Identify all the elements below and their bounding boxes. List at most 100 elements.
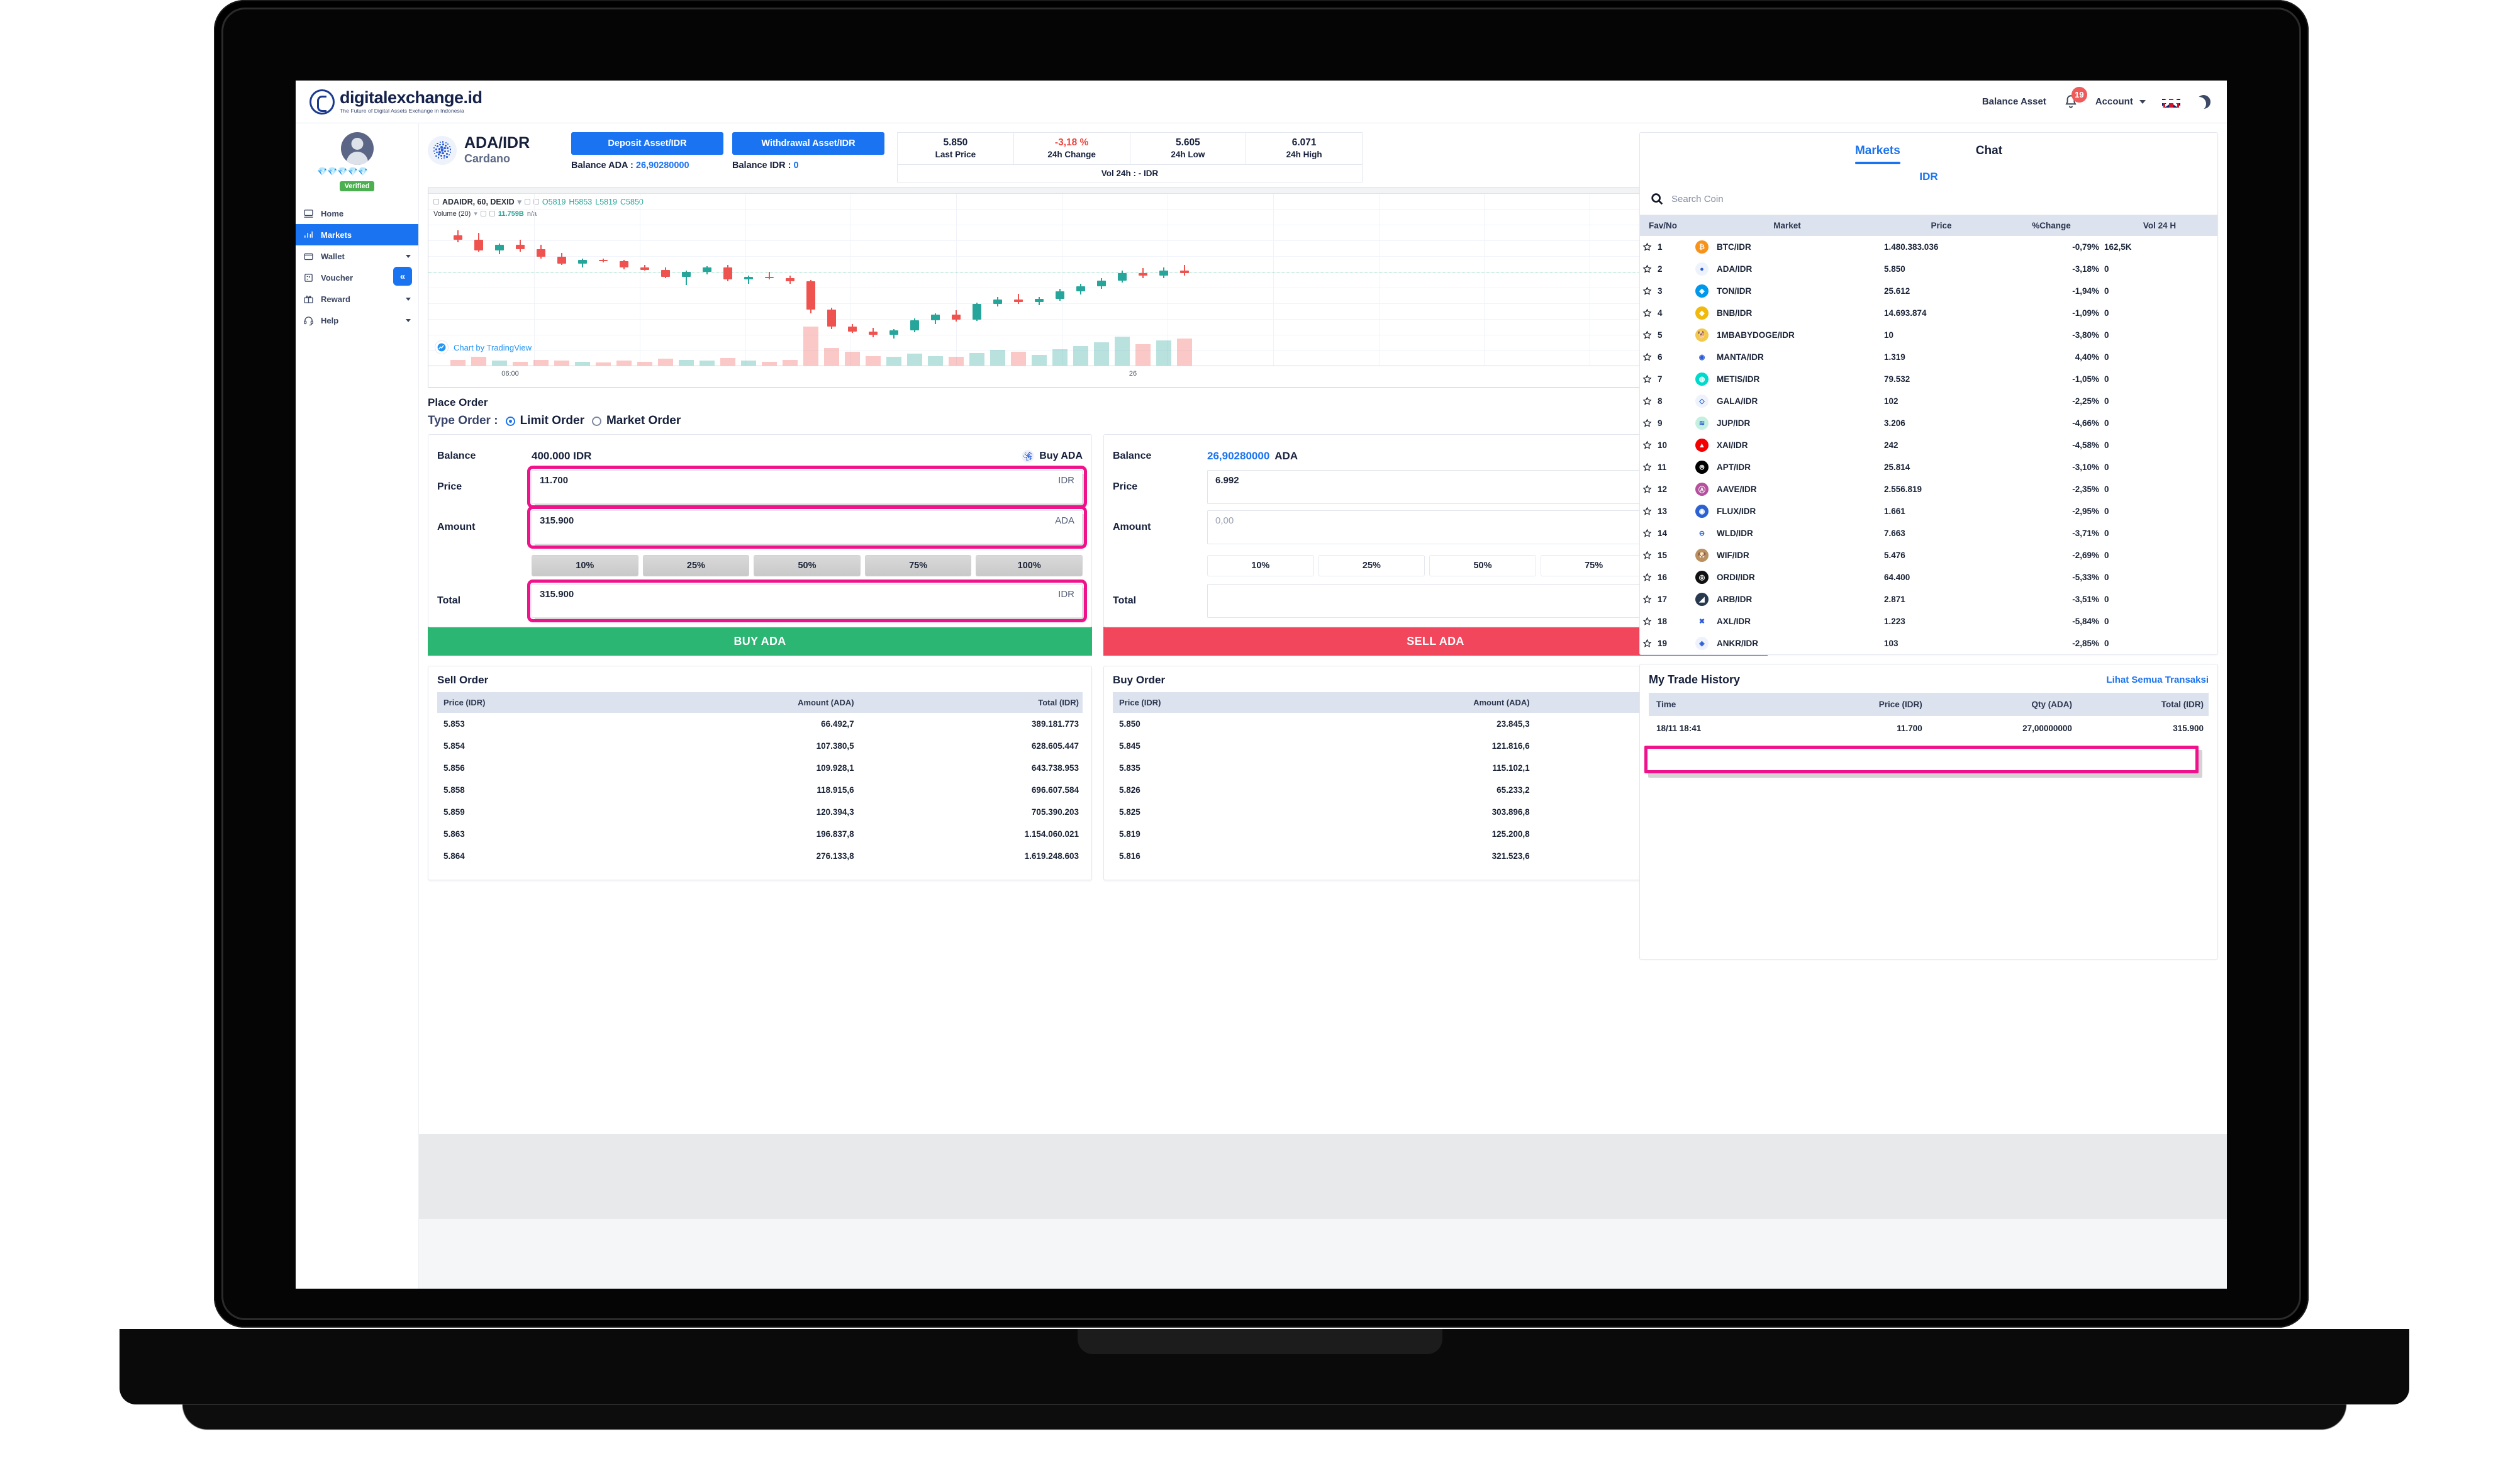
market-row[interactable]: 10 ▲ XAI/IDR 242 -4,58% 0 [1640,434,2217,456]
search-input[interactable]: Search Coin [1671,193,1724,205]
radio-limit-order[interactable]: Limit Order [505,414,584,428]
percent-button-25[interactable]: 25% [1318,555,1425,576]
chart-expand-icon[interactable] [533,199,539,205]
star-icon[interactable] [1642,639,1652,648]
star-icon[interactable] [1642,551,1652,560]
percent-button-75[interactable]: 75% [864,555,972,576]
buy-price-input[interactable]: 11.700 IDR [527,466,1087,508]
star-icon[interactable] [1642,529,1652,538]
avatar[interactable] [340,132,374,165]
market-name: FLUX/IDR [1717,507,1756,516]
market-row[interactable]: 1 ₿ BTC/IDR 1.480.383.036 -0,79% 162,5K [1640,236,2217,258]
tradingview-chart[interactable]: ADAIDR, 60, DEXID ▾ O5819 H5853 L5819 C5… [428,188,1768,388]
market-row[interactable]: 13 ◉ FLUX/IDR 1.661 -2,95% 0 [1640,500,2217,522]
account-menu[interactable]: Account [2095,96,2146,107]
table-row[interactable]: 5.863 196.837,8 1.154.060.021 [437,823,1083,845]
search-coin-row[interactable]: Search Coin [1640,192,2217,215]
market-row[interactable]: 11 ⊜ APT/IDR 25.814 -3,10% 0 [1640,456,2217,478]
sidebar-item-label: Reward [321,294,350,304]
market-number: 1 [1658,242,1663,252]
volume-settings-icon[interactable] [480,211,486,216]
market-row[interactable]: 4 ◆ BNB/IDR 14.693.874 -1,09% 0 [1640,302,2217,324]
star-icon[interactable] [1642,286,1652,296]
table-row[interactable]: 5.859 120.394,3 705.390.203 [437,801,1083,823]
market-row[interactable]: 9 ≋ JUP/IDR 3.206 -4,66% 0 [1640,412,2217,434]
candlestick [806,194,815,366]
star-icon[interactable] [1642,374,1652,384]
market-currency-filter[interactable]: IDR [1919,171,1938,182]
table-row[interactable]: 5.858 118.915,6 696.607.584 [437,779,1083,801]
table-row[interactable]: 5.854 107.380,5 628.605.447 [437,735,1083,757]
radio-market-order[interactable]: Market Order [591,414,681,428]
table-row[interactable]: 5.856 109.928,1 643.738.953 [437,757,1083,779]
cell-market: ◇ GALA/IDR [1693,390,1882,412]
view-all-transactions-link[interactable]: Lihat Semua Transaksi [2106,675,2209,685]
sidebar-item-help[interactable]: Help [296,310,418,331]
star-icon[interactable] [1642,418,1652,428]
balance-asset-link[interactable]: Balance Asset [1982,96,2046,107]
market-row[interactable]: 3 ◈ TON/IDR 25.612 -1,94% 0 [1640,280,2217,302]
percent-button-100[interactable]: 100% [976,555,1083,576]
sidebar-item-home[interactable]: Home [296,203,418,224]
market-row[interactable]: 2 ● ADA/IDR 5.850 -3,18% 0 [1640,258,2217,280]
star-icon[interactable] [1642,440,1652,450]
tab-chat[interactable]: Chat [1975,144,2003,157]
chart-settings-icon[interactable] [524,199,530,205]
star-icon[interactable] [1642,485,1652,494]
buy-total-input[interactable]: 315.900 IDR [527,580,1087,622]
sidebar-item-wallet[interactable]: Wallet [296,245,418,267]
market-row[interactable]: 8 ◇ GALA/IDR 102 -2,25% 0 [1640,390,2217,412]
deposit-asset-button[interactable]: Deposit Asset/IDR [571,132,723,155]
market-row[interactable]: 18 ✖ AXL/IDR 1.223 -5,84% 0 [1640,610,2217,632]
sidebar-collapse-button[interactable]: « [393,267,412,286]
market-row[interactable]: 15 🐶 WIF/IDR 5.476 -2,69% 0 [1640,544,2217,566]
candlestick [786,194,794,366]
market-row[interactable]: 17 ◢ ARB/IDR 2.871 -3,51% 0 [1640,588,2217,610]
buy-amount-input[interactable]: 315.900 ADA [527,506,1087,549]
market-row[interactable]: 19 ◈ ANKR/IDR 103 -2,85% 0 [1640,632,2217,654]
sidebar-item-markets[interactable]: Markets [296,224,418,245]
table-row[interactable]: 5.853 66.492,7 389.181.773 [437,713,1083,735]
market-row[interactable]: 14 ⊖ WLD/IDR 7.663 -3,71% 0 [1640,522,2217,544]
percent-button-25[interactable]: 25% [642,555,750,576]
market-row[interactable]: 5 🐕 1MBABYDOGE/IDR 10 -3,80% 0 [1640,324,2217,346]
notification-bell-icon[interactable]: 19 [2063,86,2087,110]
star-icon[interactable] [1642,330,1652,340]
market-row[interactable]: 6 ◉ MANTA/IDR 1.319 4,40% 0 [1640,346,2217,368]
cell-volume: 0 [2104,418,2109,428]
star-icon[interactable] [1642,264,1652,274]
trade-history-row[interactable]: 18/11 18:41 11.700 27,00000000 315.900 [1649,716,2209,741]
star-icon[interactable] [1642,595,1652,604]
table-row[interactable]: 5.864 276.133,8 1.619.248.603 [437,845,1083,867]
star-icon[interactable] [1642,308,1652,318]
withdrawal-asset-button[interactable]: Withdrawal Asset/IDR [732,132,884,155]
star-icon[interactable] [1642,396,1652,406]
market-row[interactable]: 7 ◍ METIS/IDR 79.532 -1,05% 0 [1640,368,2217,390]
percent-button-10[interactable]: 10% [1207,555,1314,576]
tradingview-credit[interactable]: Chart by TradingView [435,340,532,354]
brand-logo[interactable]: digitalexchange.id The Future of Digital… [309,89,482,115]
pair-name: Cardano [464,152,511,165]
percent-button-10[interactable]: 10% [532,555,638,576]
percent-button-50[interactable]: 50% [754,555,861,576]
tab-markets[interactable]: Markets [1854,144,1900,164]
radio-market-icon [591,416,601,426]
star-icon[interactable] [1642,507,1652,516]
moon-icon[interactable] [2197,95,2211,109]
buy-ada-button[interactable]: BUY ADA [428,627,1092,656]
star-icon[interactable] [1642,242,1652,252]
star-icon[interactable] [1642,352,1652,362]
market-name: WLD/IDR [1717,529,1753,538]
percent-button-50[interactable]: 50% [1429,555,1536,576]
star-icon[interactable] [1642,617,1652,626]
sidebar-item-reward[interactable]: Reward [296,288,418,310]
volume-hide-icon[interactable] [489,211,495,216]
sidebar-item-voucher[interactable]: Voucher [296,267,418,288]
market-row[interactable]: 12 Ⓐ AAVE/IDR 2.556.819 -2,35% 0 [1640,478,2217,500]
market-row[interactable]: 16 ◎ ORDI/IDR 64.400 -5,33% 0 [1640,566,2217,588]
cell-change: -4,66% [2072,418,2099,428]
percent-button-75[interactable]: 75% [1540,555,1647,576]
star-icon[interactable] [1642,462,1652,472]
uk-flag-icon[interactable] [2162,96,2180,108]
star-icon[interactable] [1642,573,1652,582]
